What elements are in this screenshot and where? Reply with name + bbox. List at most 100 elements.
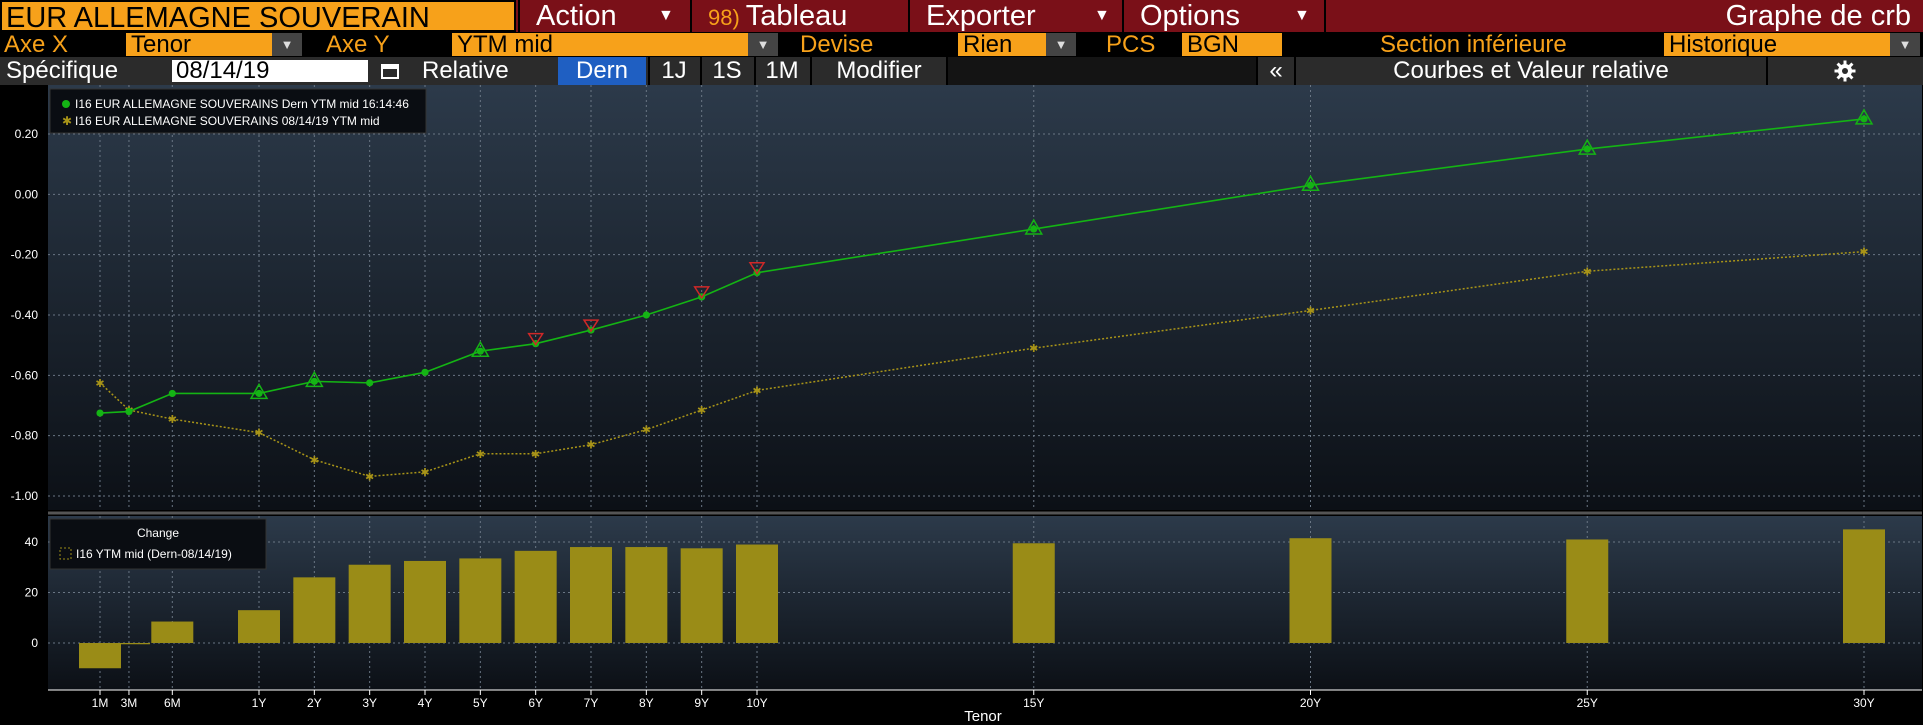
- chevron-down-icon: ▼: [1294, 7, 1310, 24]
- change-bar: [1012, 543, 1055, 643]
- change-bar: [1289, 538, 1332, 643]
- historic-point: ✱: [168, 414, 177, 426]
- historic-point: ✱: [1859, 247, 1868, 259]
- options-menu[interactable]: Options ▼: [1122, 0, 1322, 32]
- relative-label: Relative: [422, 57, 509, 84]
- specifique-label: Spécifique: [6, 57, 119, 84]
- change-bar: [79, 643, 121, 669]
- y-tick-label: -0.60: [11, 368, 39, 382]
- devise-select[interactable]: Rien: [958, 33, 1046, 57]
- change-bar: [293, 577, 336, 643]
- options-label: Options: [1140, 0, 1240, 32]
- dern-button[interactable]: Dern: [558, 57, 646, 85]
- y-tick-label: -0.40: [11, 308, 39, 322]
- x-tick-label: 10Y: [746, 696, 767, 710]
- x-tick-label: 9Y: [694, 696, 709, 710]
- x-tick-label: 6Y: [528, 696, 543, 710]
- current-point: [125, 407, 133, 416]
- yield-curve-chart: ✱ ✱ ✱ ✱ ✱ ✱ ✱ ✱ ✱ ✱ ✱ ✱ ✱ ✱ ✱ ✱ ✱ 0.20 0.00 -0.20 -0.40 -0.6…: [0, 85, 1923, 725]
- current-point: [1860, 115, 1868, 123]
- tableau-label: Tableau: [745, 0, 848, 32]
- change-bar: [348, 564, 391, 643]
- legend-historic-label: I16 EUR ALLEMAGNE SOUVERAINS 08/14/19 YT…: [75, 114, 380, 128]
- y-tick-label: -1.00: [11, 489, 39, 503]
- change-bar: [238, 610, 280, 643]
- rise-marker: [249, 382, 269, 400]
- chevron-down-icon: ▼: [658, 7, 674, 24]
- current-point: [1306, 181, 1315, 189]
- change-bar: [680, 548, 723, 643]
- legend-current-marker: [62, 100, 70, 108]
- rise-marker: [305, 370, 324, 388]
- x-tick-label: 8Y: [639, 696, 654, 710]
- change-bar: [1843, 529, 1885, 643]
- historic-point: ✱: [1306, 305, 1315, 317]
- historic-point: ✱: [531, 449, 540, 461]
- x-tick-label: 3Y: [362, 696, 377, 710]
- exporter-label: Exporter: [926, 0, 1036, 32]
- fall-marker: [582, 319, 600, 333]
- settings-bar: Axe X Tenor ▼ Axe Y YTM mid ▼ Devise Rie…: [0, 32, 1923, 57]
- legend-box: [49, 88, 427, 134]
- chevron-down-icon[interactable]: ▼: [272, 33, 302, 56]
- axe-y-select[interactable]: YTM mid: [452, 33, 748, 57]
- historic-point: ✱: [310, 455, 319, 467]
- current-point: [255, 389, 263, 398]
- tableau-number: 98): [708, 5, 740, 30]
- security-title[interactable]: EUR ALLEMAGNE SOUVERAIN: [0, 0, 516, 34]
- exporter-menu[interactable]: Exporter ▼: [908, 0, 1120, 32]
- x-tick-label: 2Y: [307, 696, 322, 710]
- upper-legend: I16 EUR ALLEMAGNE SOUVERAINS Dern YTM mi…: [49, 88, 427, 134]
- 1s-button[interactable]: 1S: [700, 57, 752, 85]
- chevron-down-icon[interactable]: ▼: [1046, 33, 1076, 56]
- action-menu[interactable]: Action ▼: [518, 0, 688, 32]
- date-input[interactable]: 08/14/19: [172, 59, 368, 83]
- lower-legend-box: [49, 518, 267, 570]
- x-tick-label: 1M: [92, 696, 109, 710]
- current-point: [96, 409, 104, 417]
- rise-marker: [1301, 174, 1320, 192]
- current-point: [642, 311, 650, 319]
- x-tick-label: 3M: [121, 696, 138, 710]
- historic-point: ✱: [1583, 266, 1592, 278]
- calendar-icon[interactable]: [372, 57, 408, 85]
- current-point: [1583, 145, 1591, 153]
- historic-point: ✱: [95, 378, 104, 390]
- gear-icon[interactable]: [1766, 57, 1922, 85]
- x-tick-label: 7Y: [584, 696, 599, 710]
- historic-point: ✱: [697, 405, 706, 417]
- x-tick-label: 5Y: [473, 696, 488, 710]
- current-point: [476, 347, 484, 355]
- x-tick-label: 30Y: [1853, 696, 1874, 710]
- x-tick-label: 25Y: [1577, 696, 1598, 710]
- change-bar: [736, 544, 778, 643]
- pcs-label: PCS: [1106, 31, 1156, 58]
- rise-marker: [471, 340, 490, 357]
- current-point: [168, 389, 176, 398]
- historic-point: ✱: [586, 440, 595, 452]
- rise-marker: [1024, 218, 1044, 235]
- section-select[interactable]: Historique: [1664, 33, 1890, 57]
- lower-legend-swatch: [59, 547, 72, 560]
- collapse-button[interactable]: «: [1256, 57, 1294, 85]
- fall-marker: [748, 262, 766, 276]
- chevron-down-icon[interactable]: ▼: [1890, 33, 1920, 56]
- y-tick-label: 0.20: [15, 127, 39, 141]
- fall-marker: [527, 332, 545, 347]
- chevron-down-icon[interactable]: ▼: [748, 33, 778, 56]
- 1m-button[interactable]: 1M: [754, 57, 808, 85]
- rise-marker: [1577, 138, 1597, 155]
- historic-point: ✱: [365, 471, 374, 483]
- pcs-field[interactable]: BGN: [1182, 33, 1282, 57]
- 1j-button[interactable]: 1J: [648, 57, 698, 85]
- modifier-button[interactable]: Modifier: [810, 57, 946, 85]
- change-bar: [404, 560, 446, 643]
- historic-point: ✱: [1029, 343, 1038, 355]
- x-axis-title: Tenor: [964, 708, 1002, 725]
- lower-legend-title: Change: [137, 526, 179, 540]
- change-bar: [514, 550, 557, 643]
- y-tick-label: 0.00: [15, 187, 39, 201]
- x-tick-label: 4Y: [418, 696, 433, 710]
- axe-x-select[interactable]: Tenor: [126, 33, 272, 57]
- tableau-menu[interactable]: 98) Tableau: [690, 0, 906, 32]
